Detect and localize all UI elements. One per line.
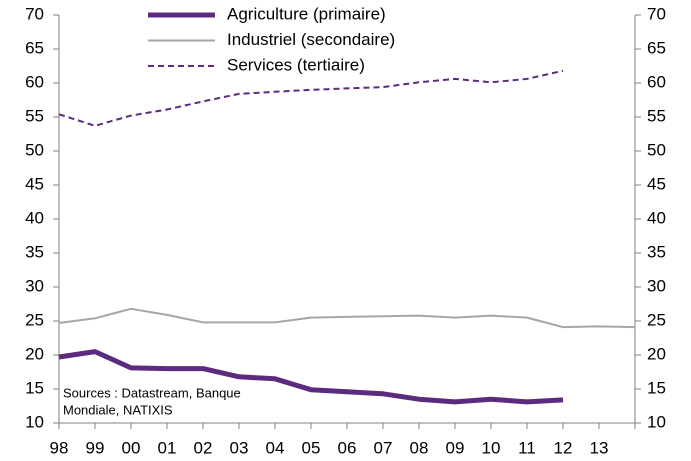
y-tick-label: 70: [25, 4, 44, 23]
x-tick-label: 01: [158, 438, 177, 457]
x-tick-label: 09: [446, 438, 465, 457]
x-tick-label: 05: [302, 438, 321, 457]
x-tick-label: 11: [518, 438, 536, 457]
y2-tick-label: 10: [647, 412, 666, 431]
y2-tick-label: 15: [647, 378, 666, 397]
x-tick-label: 03: [230, 438, 249, 457]
legend-label: Industriel (secondaire): [227, 30, 395, 49]
x-tick-label: 00: [122, 438, 141, 457]
x-tick-label: 07: [374, 438, 393, 457]
y2-tick-label: 45: [647, 174, 666, 193]
annotation: Mondiale, NATIXIS: [63, 402, 173, 417]
y-tick-label: 65: [25, 38, 44, 57]
y-tick-label: 55: [25, 106, 44, 125]
y2-tick-label: 40: [647, 208, 666, 227]
y-tick-label: 25: [25, 310, 44, 329]
y2-tick-label: 30: [647, 276, 666, 295]
x-tick-label: 08: [410, 438, 429, 457]
y2-tick-label: 20: [647, 344, 666, 363]
y2-tick-label: 70: [647, 4, 666, 23]
y2-tick-label: 65: [647, 38, 666, 57]
y-tick-label: 10: [25, 412, 44, 431]
x-tick-label: 12: [554, 438, 573, 457]
x-tick-label: 10: [482, 438, 501, 457]
x-tick-label: 99: [86, 438, 105, 457]
y2-tick-label: 60: [647, 72, 666, 91]
y-tick-label: 15: [25, 378, 44, 397]
legend-label: Services (tertiaire): [227, 55, 365, 74]
x-tick-label: 06: [338, 438, 357, 457]
x-tick-label: 98: [50, 438, 69, 457]
series-line: [58, 69, 564, 127]
y-tick-label: 35: [25, 242, 44, 261]
y-tick-label: 45: [25, 174, 44, 193]
x-tick-label: 04: [266, 438, 285, 457]
y-tick-label: 30: [25, 276, 44, 295]
y-tick-label: 40: [25, 208, 44, 227]
legend-label: Agriculture (primaire): [227, 4, 386, 23]
x-tick-label: 13: [590, 438, 609, 457]
y2-tick-label: 55: [647, 106, 666, 125]
y-tick-label: 60: [25, 72, 44, 91]
series-line: [58, 349, 564, 405]
annotation: Sources : Datastream, Banque: [63, 385, 241, 400]
y2-tick-label: 25: [647, 310, 666, 329]
y2-tick-label: 35: [647, 242, 666, 261]
y-tick-label: 50: [25, 140, 44, 159]
y2-tick-label: 50: [647, 140, 666, 159]
x-tick-label: 02: [194, 438, 213, 457]
y-tick-label: 20: [25, 344, 44, 363]
series-line: [58, 307, 636, 329]
